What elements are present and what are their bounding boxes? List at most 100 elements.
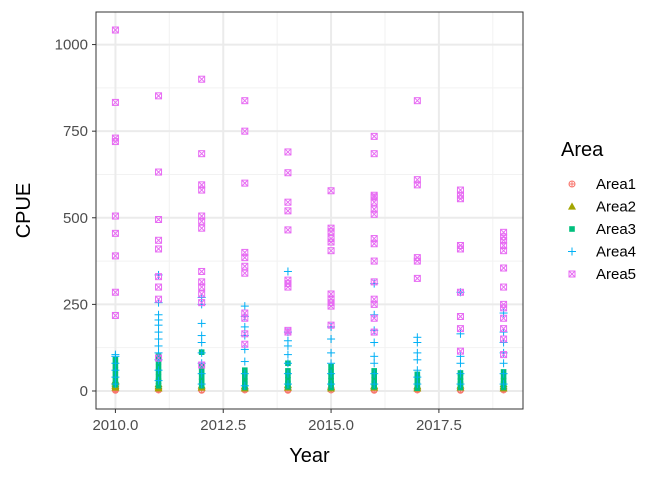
data-points xyxy=(111,26,508,394)
data-point xyxy=(241,330,249,338)
series-area5 xyxy=(111,26,508,369)
data-point xyxy=(111,311,119,319)
legend: Area Area1 Area2 Area3 Area4 Area5 xyxy=(561,139,636,283)
data-point xyxy=(241,309,249,317)
data-point xyxy=(456,380,465,389)
data-point xyxy=(499,369,508,378)
data-point xyxy=(198,278,206,286)
data-point xyxy=(155,283,163,291)
data-point xyxy=(327,321,335,329)
data-point xyxy=(370,235,378,243)
legend-key-area5 xyxy=(568,270,576,278)
data-point xyxy=(197,338,206,347)
data-point xyxy=(500,325,508,333)
y-tick-label: 1000 xyxy=(55,37,88,54)
data-point xyxy=(456,369,465,378)
y-tick-label: 500 xyxy=(63,210,88,227)
data-point xyxy=(456,186,464,194)
y-axis-title: CPUE xyxy=(13,183,35,239)
data-point xyxy=(327,348,336,357)
data-point xyxy=(370,314,378,322)
data-point xyxy=(413,176,421,184)
data-point xyxy=(198,75,206,83)
data-point xyxy=(370,278,378,286)
data-point xyxy=(154,328,163,337)
legend-key-area1 xyxy=(568,180,576,188)
data-point xyxy=(197,380,206,389)
data-point xyxy=(284,169,292,177)
data-point xyxy=(413,274,421,282)
data-point xyxy=(284,326,292,334)
axes: 2010.0 2012.5 2015.0 2017.5 0 250 500 750 1000 xyxy=(55,37,462,434)
data-point xyxy=(111,212,119,220)
data-point xyxy=(198,299,206,307)
data-point xyxy=(197,319,206,328)
x-tick-label: 2015.0 xyxy=(308,417,354,434)
data-point xyxy=(198,267,206,275)
data-point xyxy=(499,359,508,368)
data-point xyxy=(241,340,249,348)
data-point xyxy=(198,212,206,220)
data-point xyxy=(500,264,508,272)
data-point xyxy=(370,369,379,378)
data-point xyxy=(500,335,508,343)
data-point xyxy=(154,376,163,385)
data-point xyxy=(456,325,464,333)
data-point xyxy=(456,359,465,368)
data-point xyxy=(500,300,508,308)
data-point xyxy=(370,257,378,265)
data-point xyxy=(413,333,422,342)
data-point xyxy=(155,245,163,253)
data-point xyxy=(241,262,249,270)
data-point xyxy=(154,366,163,375)
data-point xyxy=(111,366,120,375)
data-point xyxy=(370,328,378,336)
data-point xyxy=(327,290,335,298)
data-point xyxy=(240,381,249,390)
grid-lines xyxy=(96,12,523,409)
data-point xyxy=(285,377,291,383)
data-point xyxy=(155,168,163,176)
data-point xyxy=(111,288,119,296)
data-point xyxy=(197,369,206,378)
data-point xyxy=(413,373,422,382)
data-point xyxy=(283,336,292,345)
data-point xyxy=(370,338,379,347)
data-point xyxy=(198,290,206,298)
data-point xyxy=(111,26,119,34)
data-point xyxy=(500,314,508,322)
y-tick-label: 250 xyxy=(63,296,88,313)
legend-label: Area5 xyxy=(596,266,636,283)
data-point xyxy=(500,228,508,236)
data-point xyxy=(327,235,335,243)
data-point xyxy=(198,150,206,158)
data-point xyxy=(111,350,120,359)
x-tick-label: 2012.5 xyxy=(200,417,246,434)
data-point xyxy=(413,366,422,375)
data-point xyxy=(327,380,336,389)
data-point xyxy=(370,380,379,389)
data-point xyxy=(370,191,378,199)
data-point xyxy=(111,380,120,389)
data-point xyxy=(413,97,421,105)
data-point xyxy=(154,341,163,350)
data-point xyxy=(111,134,119,142)
data-point xyxy=(413,348,422,357)
data-point xyxy=(241,97,249,105)
data-point xyxy=(500,283,508,291)
data-point xyxy=(242,377,248,384)
data-point xyxy=(370,132,378,140)
data-point xyxy=(370,205,378,213)
data-point xyxy=(284,207,292,215)
data-point xyxy=(155,216,163,224)
legend-key-area3 xyxy=(569,226,575,232)
data-point xyxy=(240,357,249,366)
data-point xyxy=(370,352,379,361)
data-point xyxy=(154,335,163,344)
data-point xyxy=(456,241,464,249)
data-point xyxy=(198,361,206,369)
legend-label: Area2 xyxy=(596,199,636,216)
data-point xyxy=(413,254,421,262)
x-tick-label: 2017.5 xyxy=(416,417,462,434)
data-point xyxy=(241,248,249,256)
